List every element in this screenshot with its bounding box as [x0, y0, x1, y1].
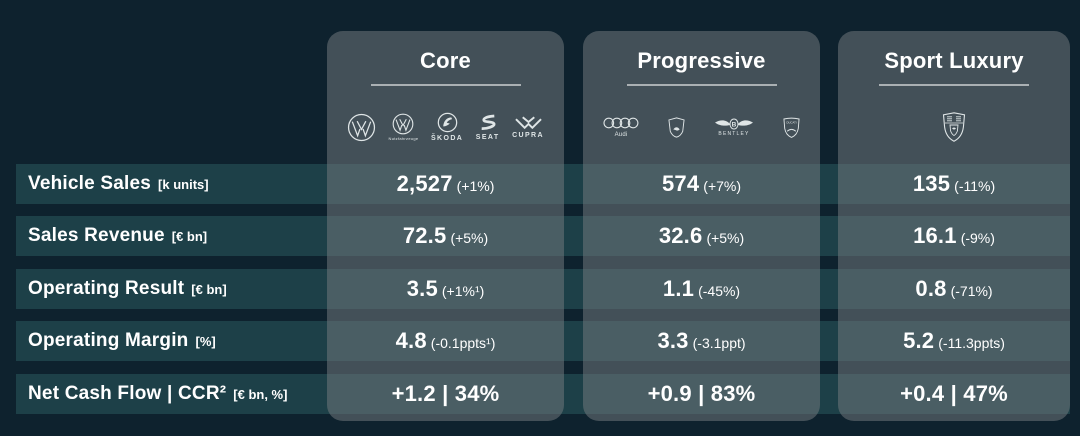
metric-change: (+1%¹)	[441, 283, 485, 299]
porsche-logo-icon	[942, 112, 966, 142]
metric-unit: [€ bn, %]	[233, 387, 288, 402]
metric-change: (+7%)	[703, 178, 742, 194]
column-title: Core	[420, 48, 471, 73]
skoda-logo-icon: ŠKODA	[431, 112, 463, 142]
metric-label: Vehicle Sales	[28, 173, 152, 194]
metric-value: 5.2	[903, 328, 935, 353]
metric-label: Operating Margin	[28, 330, 189, 351]
metric-unit: [€ bn]	[171, 229, 208, 244]
metric-value: 3.5	[406, 276, 438, 301]
metric-value: 32.6	[658, 223, 703, 248]
metric-change: (-11.3ppts)	[938, 335, 1005, 351]
metric-value: +1.2 | 34%	[391, 381, 500, 406]
value-cell: +1.2 | 34%	[327, 374, 564, 414]
metric-value: 0.8	[915, 276, 947, 301]
metric-label: Operating Result	[28, 278, 185, 299]
logo-caption: Audi	[614, 132, 628, 138]
metric-change: (-11%)	[954, 178, 996, 194]
metric-value: 16.1	[913, 223, 957, 248]
metric-change: (+1%)	[456, 178, 495, 194]
value-cell: 5.2 (-11.3ppts)	[838, 321, 1070, 361]
volkswagen-commercial-vehicles-logo-icon: Nutzfahrzeuge	[389, 113, 419, 141]
value-cell: 3.3 (-3.1ppt)	[583, 321, 820, 361]
bentley-logo-icon: B BENTLEY	[714, 118, 754, 137]
value-cell: +0.4 | 47%	[838, 374, 1070, 414]
metric-change: (-3.1ppt)	[692, 335, 746, 351]
value-cell: 3.5 (+1%¹)	[327, 269, 564, 309]
metric-value: +0.4 | 47%	[900, 381, 1008, 406]
metric-value: 3.3	[657, 328, 689, 353]
metric-label: Sales Revenue	[28, 225, 165, 246]
metric-change: (+5%)	[450, 230, 489, 246]
value-cell: 32.6 (+5%)	[583, 216, 820, 256]
metric-value: 1.1	[662, 276, 695, 301]
logo-caption: SEAT	[475, 134, 500, 141]
metric-unit: [k units]	[158, 177, 209, 192]
column-card-sport-luxury: Sport Luxury 135 (-11%) 16.1 (-9%) 0.8	[838, 31, 1070, 421]
value-cell: 1.1 (-45%)	[583, 269, 820, 309]
value-cell: 574 (+7%)	[583, 164, 820, 204]
brand-logo-row: Nutzfahrzeuge ŠKODA SEAT	[327, 97, 564, 157]
column-card-core: Core Nutzfahrzeuge	[327, 31, 564, 421]
title-underline	[879, 84, 1029, 86]
svg-text:B: B	[732, 121, 737, 128]
value-cell: 0.8 (-71%)	[838, 269, 1070, 309]
metric-label: Net Cash Flow | CCR²	[28, 383, 227, 404]
metric-unit: [%]	[195, 334, 216, 349]
metric-change: (-9%)	[960, 230, 995, 246]
title-underline	[370, 84, 521, 86]
cupra-logo-icon: CUPRA	[512, 115, 544, 139]
logo-caption: DUCATI	[786, 120, 797, 124]
brand-logo-row: Audi B BENTLEY DUCA	[583, 97, 820, 157]
value-cell: 2,527 (+1%)	[327, 164, 564, 204]
metric-change: (+5%)	[706, 230, 745, 246]
brand-logo-row	[838, 97, 1070, 157]
value-cell: 72.5 (+5%)	[327, 216, 564, 256]
value-cell: +0.9 | 83%	[583, 374, 820, 414]
metric-value: 574	[661, 171, 700, 196]
audi-logo-icon: Audi	[603, 116, 639, 138]
seat-logo-icon: SEAT	[476, 113, 500, 141]
title-underline	[626, 84, 777, 86]
logo-caption: CUPRA	[512, 131, 544, 139]
volkswagen-logo-icon	[347, 113, 376, 142]
ducati-logo-icon: DUCATI	[783, 117, 800, 138]
metric-change: (-0.1ppts¹)	[430, 335, 496, 351]
metric-value: 2,527	[396, 171, 453, 196]
value-cell: 16.1 (-9%)	[838, 216, 1070, 256]
lamborghini-logo-icon	[668, 116, 685, 138]
logo-caption: Nutzfahrzeuge	[388, 136, 419, 141]
metric-value: +0.9 | 83%	[647, 381, 756, 406]
metric-change: (-71%)	[950, 283, 993, 299]
column-title: Progressive	[637, 48, 766, 73]
metric-value: 72.5	[402, 223, 447, 248]
metric-value: 4.8	[395, 328, 427, 353]
metric-value: 135	[912, 171, 951, 196]
column-card-progressive: Progressive Audi	[583, 31, 820, 421]
value-cell: 4.8 (-0.1ppts¹)	[327, 321, 564, 361]
metric-change: (-45%)	[698, 283, 741, 299]
metric-unit: [€ bn]	[191, 282, 227, 297]
value-cell: 135 (-11%)	[838, 164, 1070, 204]
logo-caption: BENTLEY	[718, 130, 750, 137]
logo-caption: ŠKODA	[430, 135, 464, 142]
column-title: Sport Luxury	[884, 48, 1024, 73]
